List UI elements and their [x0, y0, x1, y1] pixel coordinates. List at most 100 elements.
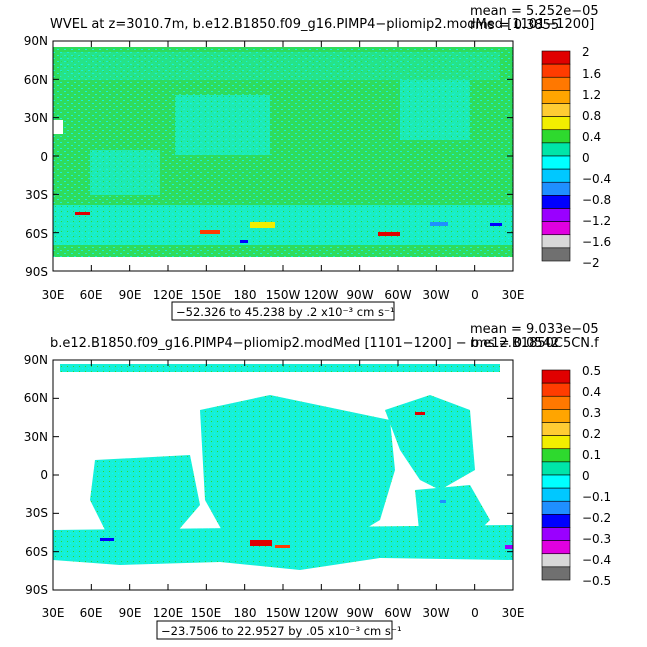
- p1-ytick-90S: 90S: [25, 265, 48, 279]
- p2-cb-label-8: −0.3: [582, 532, 611, 546]
- p1-cb-label-2: 1.2: [582, 88, 601, 102]
- panel-2-x-axis: 30E 60E 90E 120E 150E 180 150W 120W 90W …: [42, 606, 525, 620]
- panel-2-mean: mean = 9.033e−05: [470, 322, 599, 337]
- panel-1-colorbar-swatch-9: [541, 168, 571, 183]
- p1-ytick-60N: 60N: [24, 73, 48, 87]
- p2-cb-label-10: −0.5: [582, 574, 611, 588]
- p2-cb-label-7: −0.2: [582, 511, 611, 525]
- panel-1: mean = 5.252e−05 rms = 0.3855 WVEL at z=…: [24, 4, 611, 321]
- panel-1-colorbar-labels: 2 1.6 1.2 0.8 0.4 0 −0.4 −0.8 −1.2 −1.6 …: [582, 45, 611, 270]
- panel-1-cyan-patch-atlantic: [400, 80, 470, 140]
- p1-xtick-8: 90W: [346, 288, 373, 302]
- panel-1-colorbar-swatch-10: [541, 181, 571, 196]
- p2-cb-label-5: 0: [582, 469, 590, 483]
- p2-xtick-0: 30E: [42, 606, 65, 620]
- p1-xtick-11: 0: [471, 288, 479, 302]
- p1-cb-label-7: −0.8: [582, 193, 611, 207]
- p2-cb-label-3: 0.2: [582, 427, 601, 441]
- panel-2-colorbar-swatch-4: [541, 422, 571, 436]
- panel-1-colorbar-swatch-13: [541, 221, 571, 236]
- p1-ytick-0: 0: [40, 150, 48, 164]
- p1-xtick-3: 120E: [153, 288, 184, 302]
- panel-1-colorbar-swatch-8: [541, 155, 571, 170]
- panel-1-cyan-patch-pacific: [175, 95, 270, 155]
- p2-xtick-8: 90W: [346, 606, 373, 620]
- p1-cb-label-1: 1.6: [582, 67, 601, 81]
- p1-xtick-7: 120W: [304, 288, 339, 302]
- panel-2-colorbar-swatch-1: [541, 382, 571, 397]
- panel-2-y-axis: 90N 60N 30N 0 30S 60S 90S: [24, 353, 48, 597]
- p1-cb-label-3: 0.8: [582, 109, 601, 123]
- panel-2-colorbar: [541, 369, 571, 581]
- p2-xtick-6: 150W: [266, 606, 301, 620]
- panel-2-colorbar-swatch-14: [541, 553, 571, 568]
- p1-xtick-1: 60E: [80, 288, 103, 302]
- p1-cb-label-4: 0.4: [582, 130, 601, 144]
- p2-xtick-4: 150E: [191, 606, 222, 620]
- panel-2-hotspot: [250, 540, 272, 546]
- p1-cb-label-10: −2: [582, 256, 600, 270]
- p1-xtick-10: 30W: [422, 288, 449, 302]
- panel-2-indian-ocean: [90, 455, 200, 540]
- p1-xtick-5: 180: [234, 288, 257, 302]
- panel-2-colorbar-swatch-8: [541, 474, 571, 489]
- p2-ytick-60N: 60N: [24, 391, 48, 405]
- p1-xtick-0: 30E: [42, 288, 65, 302]
- panel-2-range-text: −23.7506 to 22.9527 by .05 x10⁻³ cm s⁻¹: [161, 624, 402, 638]
- panel-1-colorbar-swatch-4: [541, 103, 571, 117]
- p2-ytick-90S: 90S: [25, 583, 48, 597]
- panel-1-colorbar-swatch-11: [541, 195, 571, 209]
- panel-1-colorbar-swatch-3: [541, 90, 571, 104]
- p1-ytick-60S: 60S: [25, 227, 48, 241]
- panel-1-colorbar-swatch-5: [541, 116, 571, 131]
- panel-1-colorbar-swatch-7: [541, 142, 571, 157]
- p1-xtick-4: 150E: [191, 288, 222, 302]
- p2-cb-label-2: 0.3: [582, 406, 601, 420]
- panel-1-colorbar-swatch-15: [541, 247, 571, 262]
- panel-1-title: WVEL at z=3010.7m, b.e12.B1850.f09_g16.P…: [50, 17, 594, 32]
- panel-1-range-text: −52.326 to 45.238 by .2 x10⁻³ cm s⁻¹: [176, 305, 395, 319]
- p2-xtick-2: 90E: [119, 606, 142, 620]
- p2-ytick-30N: 30N: [24, 430, 48, 444]
- panel-1-range-box: [171, 301, 395, 321]
- p2-xtick-7: 120W: [304, 606, 339, 620]
- panel-1-mean: mean = 5.252e−05: [470, 4, 599, 19]
- panel-1-rms: rms = 0.3855: [470, 18, 559, 33]
- p1-cb-label-8: −1.2: [582, 214, 611, 228]
- p2-xtick-9: 60W: [384, 606, 411, 620]
- panel-2-map: [53, 360, 513, 590]
- panel-2-colorbar-swatch-6: [541, 448, 571, 463]
- p1-ytick-30N: 30N: [24, 111, 48, 125]
- p2-cb-label-9: −0.4: [582, 553, 611, 567]
- panel-1-colorbar: [541, 50, 571, 262]
- p1-xtick-6: 150W: [266, 288, 301, 302]
- p2-cb-label-4: 0.1: [582, 448, 601, 462]
- panel-2-colorbar-labels: 0.5 0.4 0.3 0.2 0.1 0 −0.1 −0.2 −0.3 −0.…: [582, 364, 611, 588]
- panel-2-colorbar-swatch-2: [541, 395, 571, 410]
- p2-xtick-11: 0: [471, 606, 479, 620]
- p2-xtick-5: 180: [234, 606, 257, 620]
- panel-2-colorbar-swatch-3: [541, 409, 571, 423]
- p1-ytick-30S: 30S: [25, 188, 48, 202]
- panel-1-colorbar-swatch-12: [541, 208, 571, 222]
- panel-2-colorbar-swatch-10: [541, 500, 571, 515]
- panel-1-cyan-patch-indian: [90, 150, 160, 195]
- p1-xtick-9: 60W: [384, 288, 411, 302]
- p2-xtick-1: 60E: [80, 606, 103, 620]
- p1-cb-label-5: 0: [582, 151, 590, 165]
- panel-2-rms: rms = 0.0542: [470, 336, 559, 351]
- panel-1-colorbar-swatch-2: [541, 76, 571, 91]
- p2-ytick-60S: 60S: [25, 545, 48, 559]
- p2-ytick-90N: 90N: [24, 353, 48, 367]
- panel-2-range-box: [156, 620, 393, 640]
- p1-xtick-12: 30E: [502, 288, 525, 302]
- p2-xtick-10: 30W: [422, 606, 449, 620]
- panel-2-colorbar-swatch-5: [541, 435, 571, 450]
- panel-1-y-axis: 90N 60N 30N 0 30S 60S 90S: [24, 34, 48, 279]
- panel-1-colorbar-swatch-14: [541, 234, 571, 249]
- panel-2-pacific-ocean: [200, 395, 395, 550]
- panel-2: mean = 9.033e−05 rms = 0.0542 b.e12.B185…: [24, 322, 611, 640]
- p1-cb-label-9: −1.6: [582, 235, 611, 249]
- panel-1-colorbar-swatch-1: [541, 63, 571, 78]
- p2-xtick-3: 120E: [153, 606, 184, 620]
